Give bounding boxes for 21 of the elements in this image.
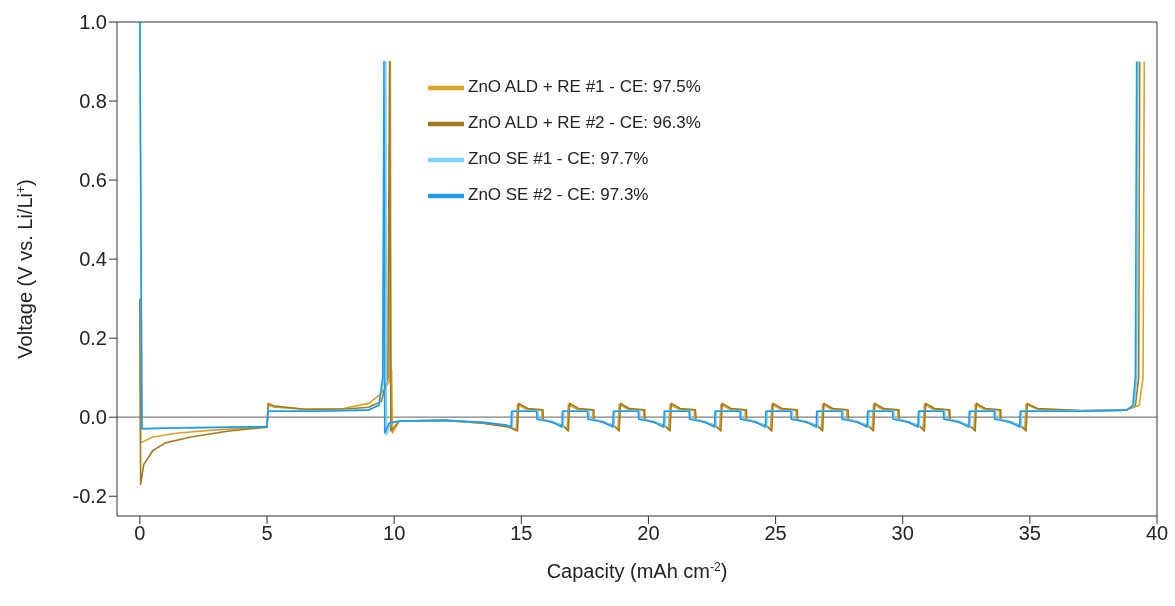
x-tick-label: 15 bbox=[510, 522, 533, 545]
y-tick-label: 0.6 bbox=[79, 169, 107, 192]
x-axis-title: Capacity (mAh cm$^{-2}$) bbox=[546, 560, 728, 582]
legend-label: ZnO SE #2 - CE: 97.3% bbox=[468, 185, 649, 205]
y-tick-label: 0.4 bbox=[79, 248, 107, 271]
y-tick-label: 0.8 bbox=[79, 90, 107, 113]
y-tick-label: 0.2 bbox=[79, 327, 107, 350]
legend-label: ZnO ALD + RE #2 - CE: 96.3% bbox=[468, 113, 701, 133]
x-tick-label: 40 bbox=[1145, 522, 1169, 545]
y-tick-label: 1.0 bbox=[79, 11, 107, 34]
y-tick-label: -0.2 bbox=[72, 485, 107, 508]
x-tick-label: 0 bbox=[134, 522, 146, 545]
x-tick-label: 10 bbox=[383, 522, 406, 545]
x-tick-label: 5 bbox=[261, 522, 273, 545]
x-tick-label: 35 bbox=[1018, 522, 1041, 545]
x-tick-label: 30 bbox=[891, 522, 914, 545]
legend-label: ZnO ALD + RE #1 - CE: 97.5% bbox=[468, 77, 701, 97]
x-tick-label: 20 bbox=[637, 522, 660, 545]
x-tick-label: 25 bbox=[764, 522, 787, 545]
legend-label: ZnO SE #1 - CE: 97.7% bbox=[468, 149, 649, 169]
y-tick-label: 0.0 bbox=[79, 406, 107, 429]
